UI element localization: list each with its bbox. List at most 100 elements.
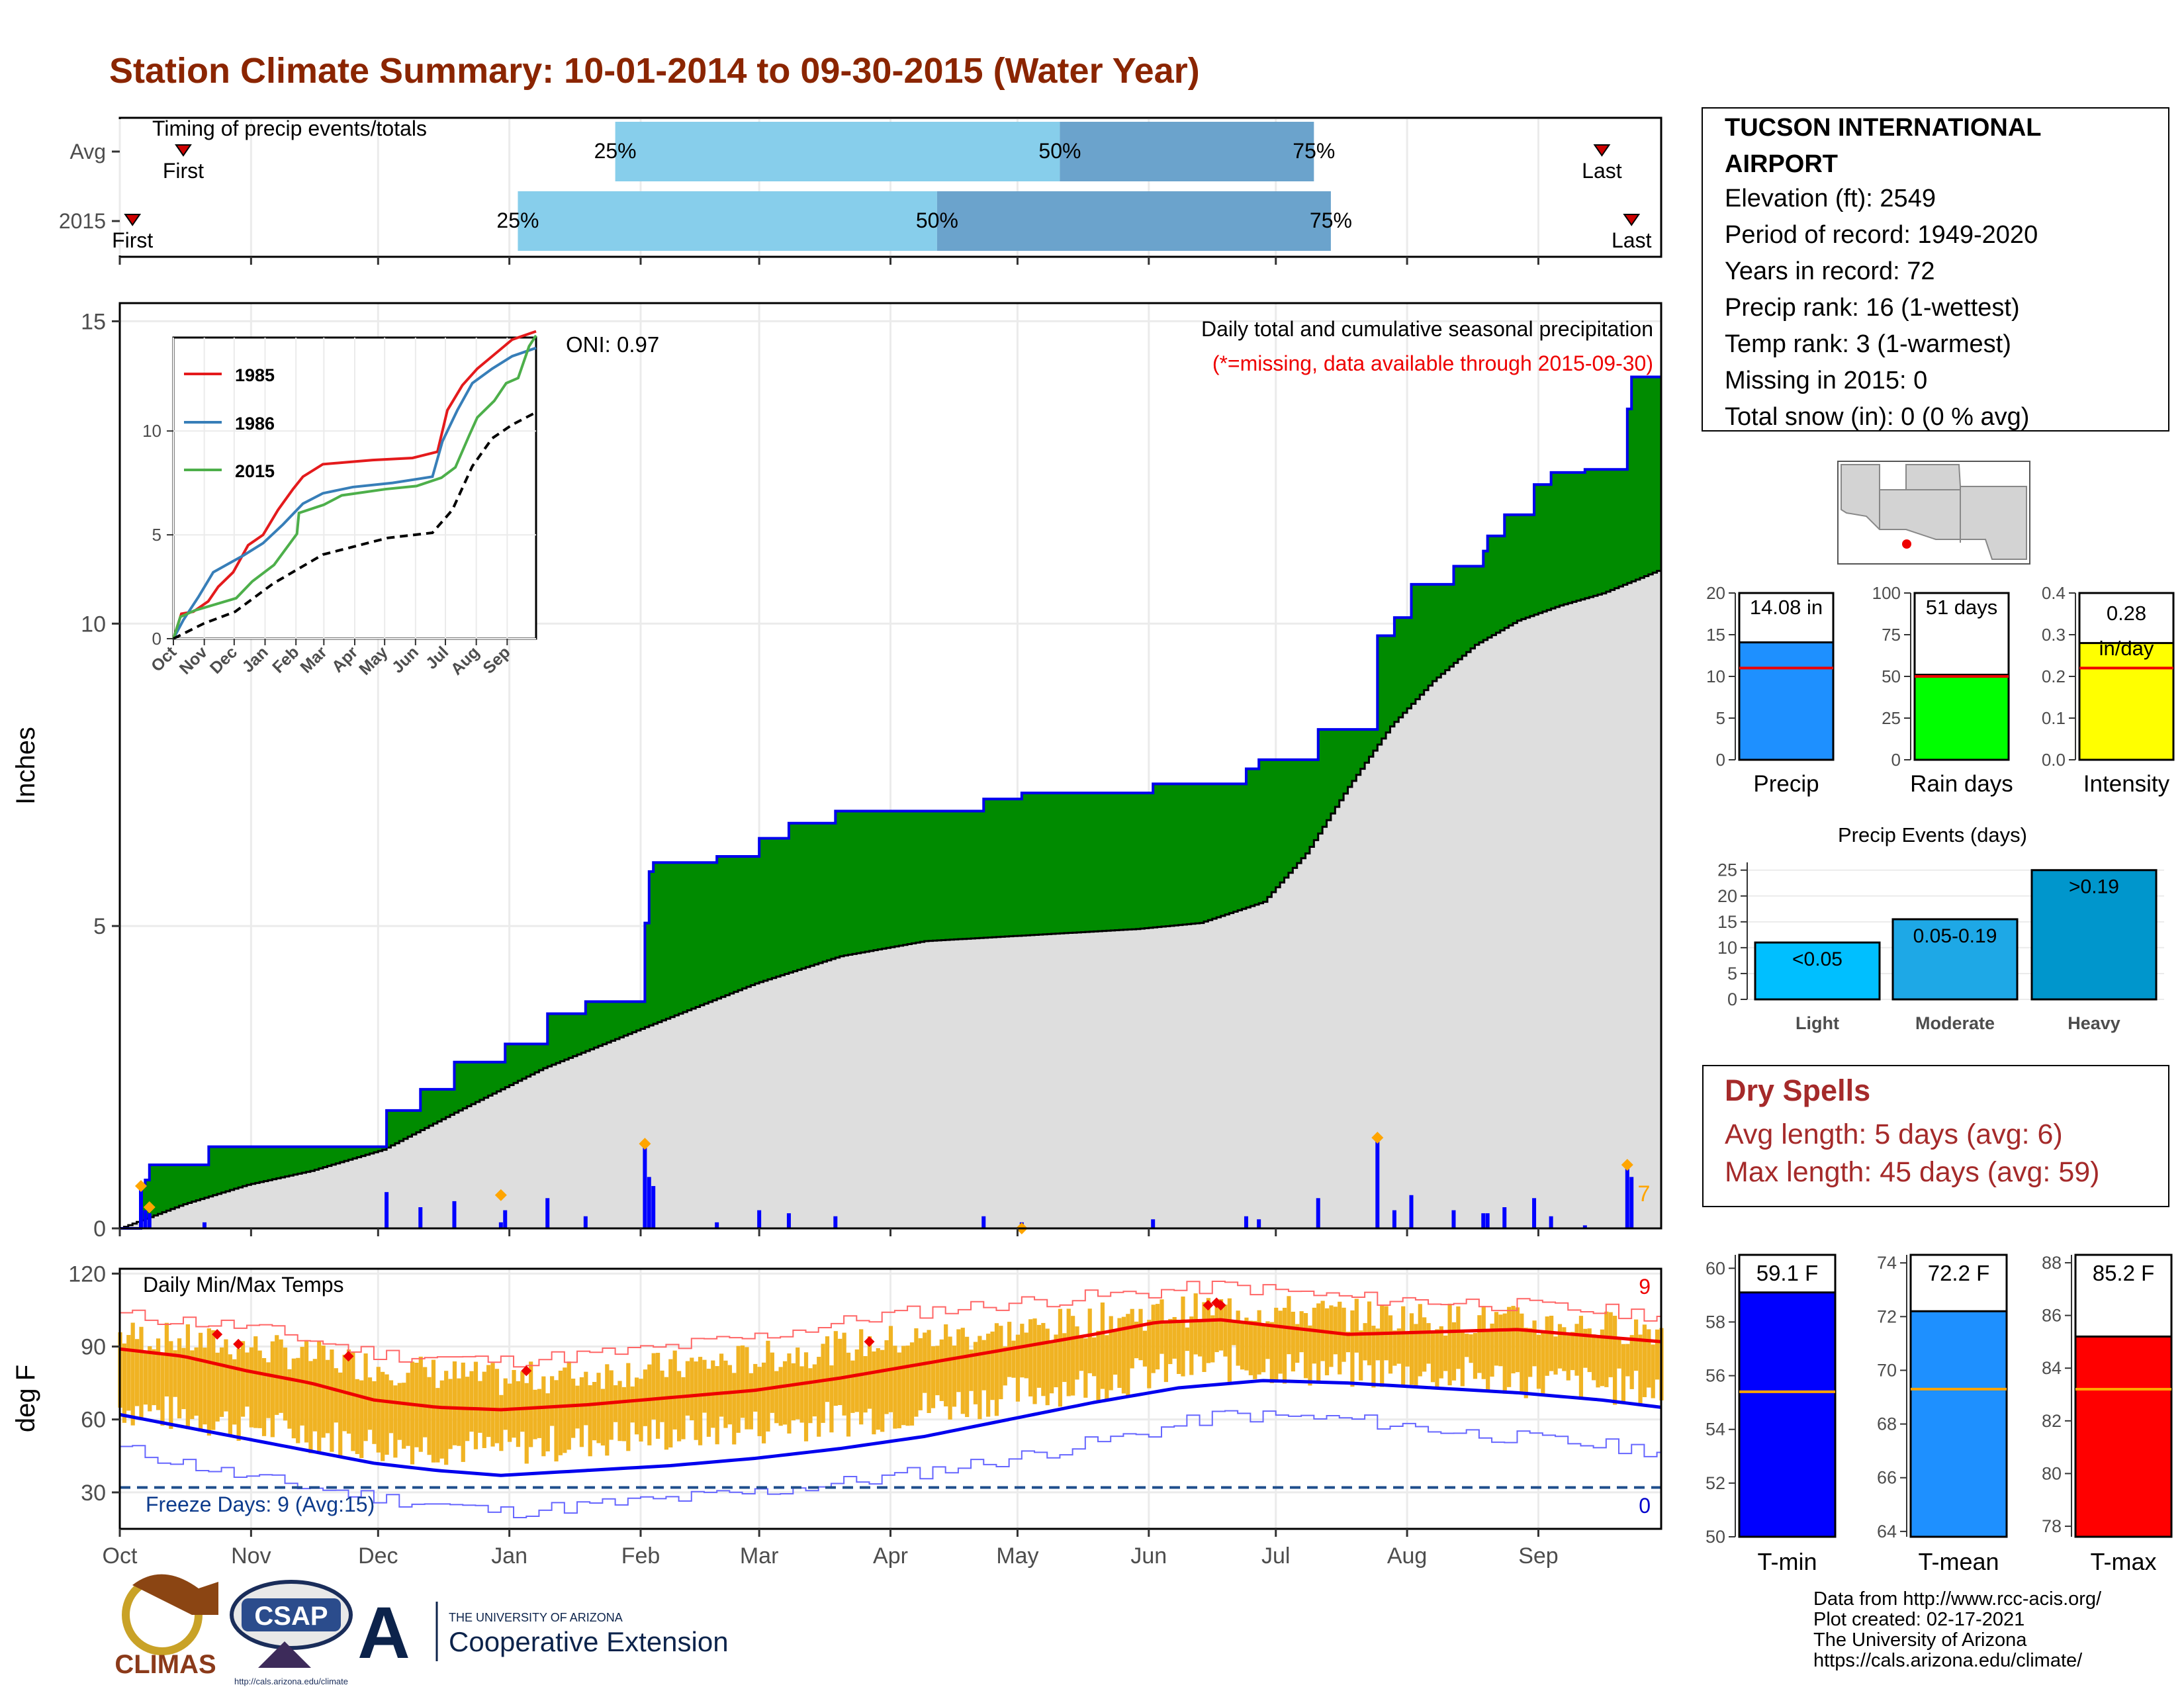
daily-temp-bar — [1218, 1299, 1224, 1351]
daily-temp-bar — [291, 1358, 296, 1439]
daily-temp-bar — [152, 1349, 156, 1406]
daily-temp-bar — [630, 1386, 635, 1423]
daily-temp-bar — [134, 1339, 140, 1406]
summary-ytick-label: 0.3 — [2042, 625, 2066, 645]
daily-temp-bar — [473, 1361, 478, 1449]
dry-spells-avg: Avg length: 5 days (avg: 6) — [1725, 1119, 2063, 1150]
daily-temp-bar — [1282, 1307, 1287, 1384]
daily-temp-bar — [1375, 1328, 1380, 1361]
daily-precip-bar — [1375, 1140, 1380, 1228]
daily-temp-bar — [1574, 1324, 1579, 1376]
daily-temp-bar — [385, 1374, 389, 1455]
daily-temp-bar — [965, 1336, 970, 1418]
daily-temp-bar — [478, 1381, 482, 1433]
temp-bar-ytick-label: 58 — [1706, 1312, 1725, 1332]
summary-ytick-label: 50 — [1882, 666, 1901, 686]
daily-temp-bar — [351, 1351, 355, 1451]
csap-mountain — [258, 1641, 311, 1668]
daily-temp-bar — [600, 1389, 606, 1446]
daily-temp-bar — [1502, 1313, 1507, 1394]
daily-precip-bar — [503, 1210, 508, 1228]
inset-line-2015 — [172, 334, 537, 639]
daily-temp-bar — [257, 1350, 262, 1428]
summary-ytick-label: 20 — [1706, 583, 1725, 603]
daily-temp-bar — [914, 1328, 919, 1417]
daily-temp-bar — [1553, 1336, 1558, 1375]
daily-temp-bar — [1265, 1321, 1270, 1359]
daily-temp-bar — [1138, 1308, 1143, 1361]
record-high-marker — [343, 1351, 354, 1362]
temp-ytick-label: 90 — [81, 1335, 106, 1360]
station-info-box: TUCSON INTERNATIONAL AIRPORT Elevation (… — [1702, 107, 2169, 432]
daily-temp-bar — [732, 1373, 737, 1445]
daily-temp-bar — [948, 1336, 952, 1420]
daily-temp-bar — [321, 1346, 326, 1438]
daily-temp-bar — [884, 1340, 889, 1414]
daily-temp-bar — [825, 1336, 830, 1402]
summary-bar-label: Precip — [1753, 771, 1819, 797]
temp-bar-ytick-label: 60 — [1706, 1258, 1725, 1278]
temp-bar-ytick-label: 80 — [2042, 1463, 2062, 1483]
daily-temp-bar — [690, 1357, 694, 1421]
temp-bar-t-min: 50 52 54 56 58 60 59.1 F T-min — [1706, 1254, 1837, 1575]
summary-bar-fill — [2078, 642, 2175, 761]
footer-line2: Plot created: 02-17-2021 — [1813, 1609, 2025, 1630]
timing-first-label: First — [163, 159, 204, 183]
daily-temp-bar — [1621, 1344, 1626, 1402]
daily-temp-bar — [330, 1349, 334, 1452]
precip-missing-note: (*=missing, data available through 2015-… — [1212, 351, 1653, 375]
temp-bar-ytick-label: 78 — [2042, 1516, 2062, 1536]
daily-temp-bar — [605, 1364, 610, 1456]
daily-temp-bar — [1185, 1327, 1189, 1351]
daily-temp-bar — [266, 1362, 271, 1418]
csap-badge — [242, 1598, 341, 1631]
daily-temp-bar — [1409, 1313, 1414, 1385]
summary-bar-fill — [1738, 641, 1835, 761]
daily-temp-bar — [160, 1353, 165, 1426]
daily-precip-bar — [1582, 1225, 1587, 1228]
daily-temp-bar — [1359, 1330, 1363, 1381]
station-location-marker — [1902, 539, 1911, 549]
daily-temp-bar — [1075, 1326, 1079, 1380]
daily-temp-bar — [808, 1368, 813, 1424]
timing-bars: 25% 50% 75% First Last 25% 50% 75% First Last — [112, 122, 1652, 252]
csap-logo: CSAP http://cals.arizona.edu/climate — [230, 1580, 353, 1686]
daily-temp-bar — [126, 1335, 131, 1411]
station-missing: Missing in 2015: 0 — [1725, 367, 1927, 394]
daily-temp-bar — [177, 1338, 182, 1419]
station-precip-rank: Precip rank: 16 (1-wettest) — [1725, 294, 2020, 322]
timing-last-label: Last — [1582, 159, 1622, 183]
timing-bar-q1 — [518, 191, 937, 251]
station-name-line2: AIRPORT — [1725, 150, 1838, 178]
precip-ytick-label: 5 — [93, 914, 106, 939]
events-bar-label: >0.19 — [2069, 876, 2119, 898]
daily-temp-bar — [1083, 1338, 1088, 1398]
dry-spells-frame — [1702, 1065, 2169, 1207]
daily-temp-bar — [1541, 1330, 1545, 1395]
daily-temp-bar — [1109, 1316, 1113, 1391]
daily-temp-bar — [359, 1380, 364, 1459]
daily-temp-bar — [981, 1340, 986, 1391]
temp-bar-label: T-mean — [1918, 1548, 1999, 1575]
daily-temp-bar — [1473, 1332, 1478, 1379]
daily-temp-bar — [520, 1371, 525, 1432]
daily-temp-bar — [1066, 1308, 1071, 1396]
daily-temp-bar — [156, 1338, 161, 1410]
daily-temp-bar — [503, 1378, 508, 1430]
daily-temp-bar — [533, 1389, 537, 1440]
month-tick-label: Jul — [1261, 1543, 1290, 1569]
summary-ytick-label: 10 — [1706, 666, 1725, 686]
summary-ytick-label: 100 — [1872, 583, 1901, 603]
month-tick-label: Sep — [1518, 1543, 1559, 1569]
daily-temp-bar — [393, 1385, 398, 1458]
daily-temp-bar — [1592, 1334, 1596, 1381]
daily-temp-bar — [897, 1352, 901, 1429]
daily-temp-bar — [1451, 1322, 1457, 1381]
daily-temp-bar — [1206, 1298, 1210, 1363]
daily-precip-bar — [1625, 1162, 1629, 1228]
daily-precip-bar — [545, 1198, 550, 1228]
daily-temp-bar — [236, 1348, 241, 1441]
daily-precip-bar — [1316, 1198, 1320, 1228]
daily-temp-bar — [563, 1367, 567, 1453]
daily-temp-bar — [1176, 1320, 1181, 1374]
